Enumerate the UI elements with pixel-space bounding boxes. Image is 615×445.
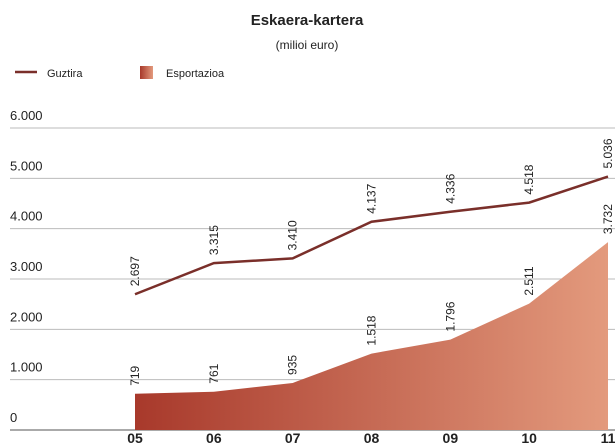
legend-swatch: [140, 66, 153, 79]
chart-title: Eskaera-kartera: [251, 12, 364, 29]
x-tick-label: 09: [443, 430, 459, 445]
x-tick-label: 10: [521, 430, 537, 445]
value-label: 935: [286, 355, 300, 375]
value-label: 2.511: [522, 266, 536, 295]
value-label: 4.336: [443, 173, 457, 203]
x-tick-label: 05: [127, 430, 143, 445]
y-tick-label: 5.000: [10, 158, 43, 173]
value-label: 4.518: [522, 164, 536, 194]
x-tick-label: 11: [601, 430, 615, 445]
value-label: 761: [207, 363, 221, 383]
value-label: 2.697: [128, 256, 142, 286]
y-tick-label: 6.000: [10, 108, 43, 123]
x-tick-label: 08: [364, 430, 380, 445]
value-label: 3.315: [207, 225, 221, 255]
area: [135, 242, 608, 430]
x-tick-label: 06: [206, 430, 222, 445]
y-tick-label: 0: [10, 410, 17, 425]
value-label: 4.137: [365, 183, 379, 213]
y-tick-label: 1.000: [10, 360, 43, 375]
chart-subtitle: (milioi euro): [276, 38, 339, 52]
value-label: 1.518: [365, 315, 379, 345]
value-label: 5.036: [601, 138, 615, 168]
value-label: 3.410: [286, 220, 300, 250]
y-tick-label: 4.000: [10, 209, 43, 224]
value-label: 719: [128, 365, 142, 385]
x-tick-label: 07: [285, 430, 301, 445]
value-label: 3.732: [601, 204, 615, 234]
legend-label: Esportazioa: [166, 68, 225, 80]
y-tick-label: 3.000: [10, 259, 43, 274]
legend-label: Guztira: [47, 68, 83, 80]
y-tick-label: 2.000: [10, 309, 43, 324]
value-label: 1.796: [443, 301, 457, 331]
line: [134, 175, 609, 296]
